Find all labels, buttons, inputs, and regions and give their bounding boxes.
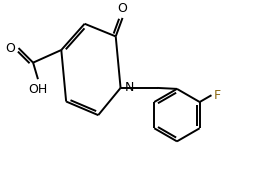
- Text: F: F: [213, 89, 220, 102]
- Text: O: O: [118, 2, 128, 15]
- Text: OH: OH: [28, 83, 47, 96]
- Text: N: N: [124, 81, 134, 94]
- Text: O: O: [5, 42, 15, 55]
